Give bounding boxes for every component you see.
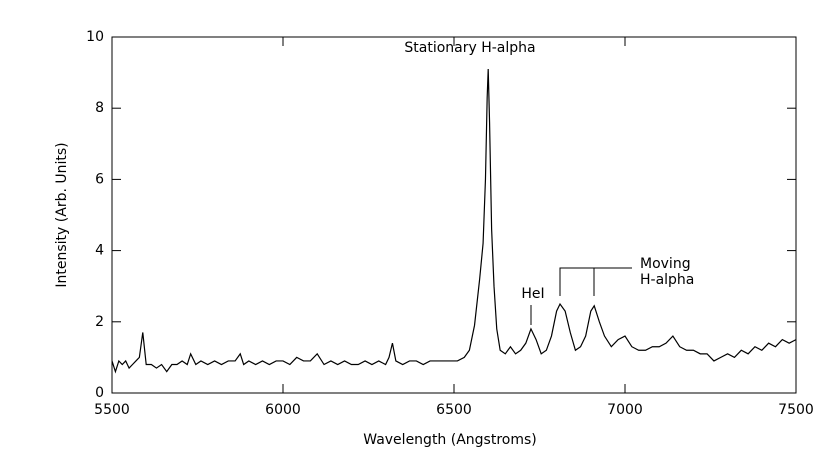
x-tick-label: 7500: [778, 402, 814, 418]
y-tick-label: 0: [95, 385, 104, 401]
annotation: Moving: [640, 256, 691, 272]
annotation: Stationary H-alpha: [404, 40, 535, 56]
y-tick-label: 6: [95, 171, 104, 187]
x-tick-label: 7000: [607, 402, 643, 418]
plot-frame: [111, 36, 797, 394]
y-tick-label: 4: [95, 243, 104, 259]
y-axis-label: Intensity (Arb. Units): [54, 142, 70, 287]
x-tick-label: 5500: [94, 402, 130, 418]
annotation-line: [559, 267, 632, 296]
y-tick-label: 10: [86, 29, 104, 45]
x-tick-label: 6000: [265, 402, 301, 418]
y-tick-label: 8: [95, 100, 104, 116]
x-axis-label: Wavelength (Angstroms): [363, 432, 537, 448]
y-tick-label: 2: [95, 314, 104, 330]
annotation: HeI: [521, 286, 544, 302]
annotation: H-alpha: [640, 272, 694, 288]
spectrum-line: [111, 69, 797, 374]
x-tick-label: 6500: [436, 402, 472, 418]
